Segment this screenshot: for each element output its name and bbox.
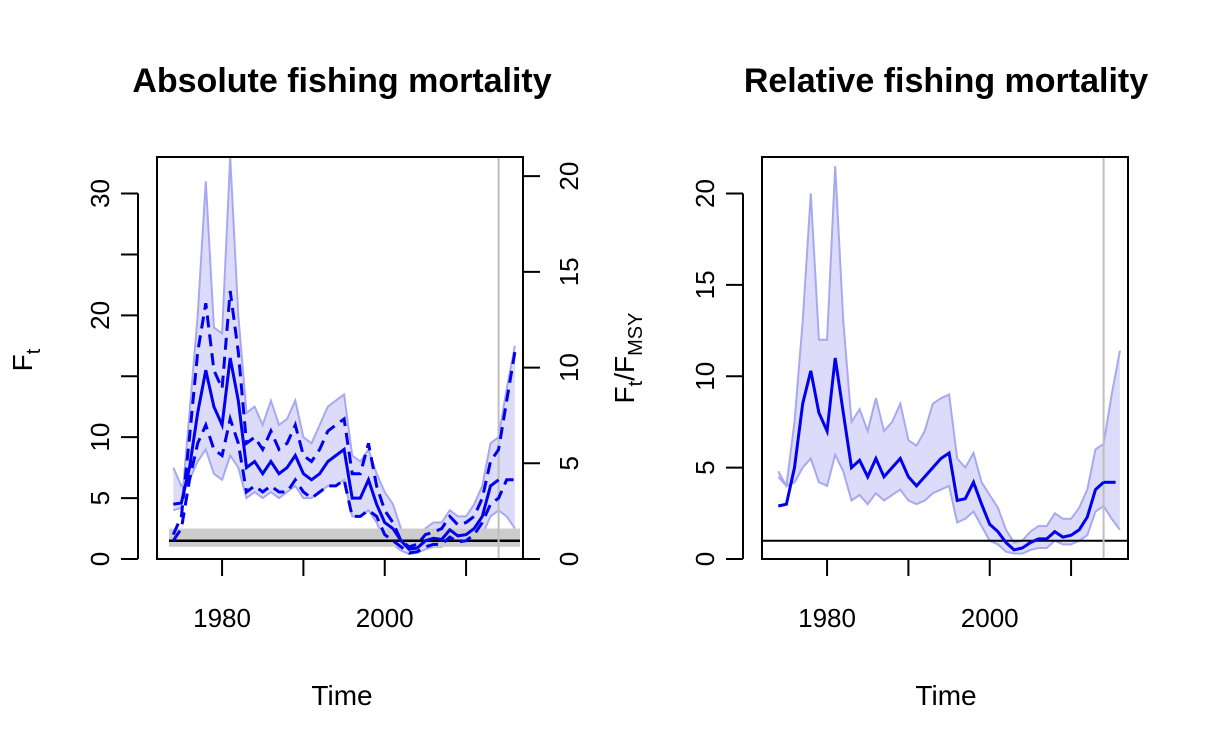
left-ylabel: Ft: [7, 348, 45, 371]
ci-upper-line: [777, 166, 1121, 544]
y2-tick-label: 5: [554, 456, 584, 470]
left-plot-area: [169, 156, 520, 559]
x-tick-label: 1980: [798, 603, 856, 633]
left-title: Absolute fishing mortality: [132, 62, 551, 100]
y-tick-label: 5: [85, 491, 115, 505]
series-estimate_relative_ci_upper: [171, 290, 517, 549]
x-tick-label: 1980: [193, 603, 251, 633]
y-tick-label: 20: [690, 179, 720, 208]
y2-tick-label: 15: [554, 257, 584, 286]
ci-band: [173, 157, 515, 555]
y-tick-label: 15: [690, 270, 720, 299]
right-title: Relative fishing mortality: [744, 62, 1148, 100]
y-tick-label: 5: [690, 460, 720, 474]
y-tick-label: 30: [85, 179, 115, 208]
right-xlabel: Time: [915, 680, 976, 711]
x-tick-label: 2000: [356, 603, 414, 633]
y-tick-label: 0: [85, 552, 115, 566]
right-plot-frame: [761, 156, 1129, 560]
left-xlabel: Time: [311, 680, 372, 711]
right-panel: Relative fishing mortality 1980 200005101…: [690, 62, 1148, 711]
left-panel: Absolute fishing mortality 1980 2000 0 5 10 2…: [7, 62, 647, 711]
y-tick-label: 10: [85, 423, 115, 452]
ci-band: [778, 166, 1120, 554]
left-y2label: Ft/FMSY: [609, 313, 647, 404]
fmsy-band: [169, 528, 520, 547]
right-axes: 1980 2000 0 5 10 15 20: [690, 179, 1073, 633]
y-tick-label: 20: [85, 301, 115, 330]
series-estimate_relative_ci_lower: [172, 413, 515, 555]
ci-lower-line: [777, 451, 1121, 555]
y-tick-label: 0: [690, 552, 720, 566]
series-estimate: [173, 357, 500, 551]
x-tick-label: 2000: [961, 603, 1019, 633]
left-plot-frame: [156, 156, 524, 560]
y2-tick-label: 0: [554, 552, 584, 566]
y2-tick-label: 20: [554, 162, 584, 191]
y2-tick-label: 10: [554, 353, 584, 382]
right-plot-area: [762, 157, 1128, 559]
y-tick-label: 10: [690, 362, 720, 391]
left-axes: 1980 2000 0 5 10 20 30 0 5 10 15 20: [85, 162, 584, 633]
series-estimate: [777, 357, 1105, 552]
